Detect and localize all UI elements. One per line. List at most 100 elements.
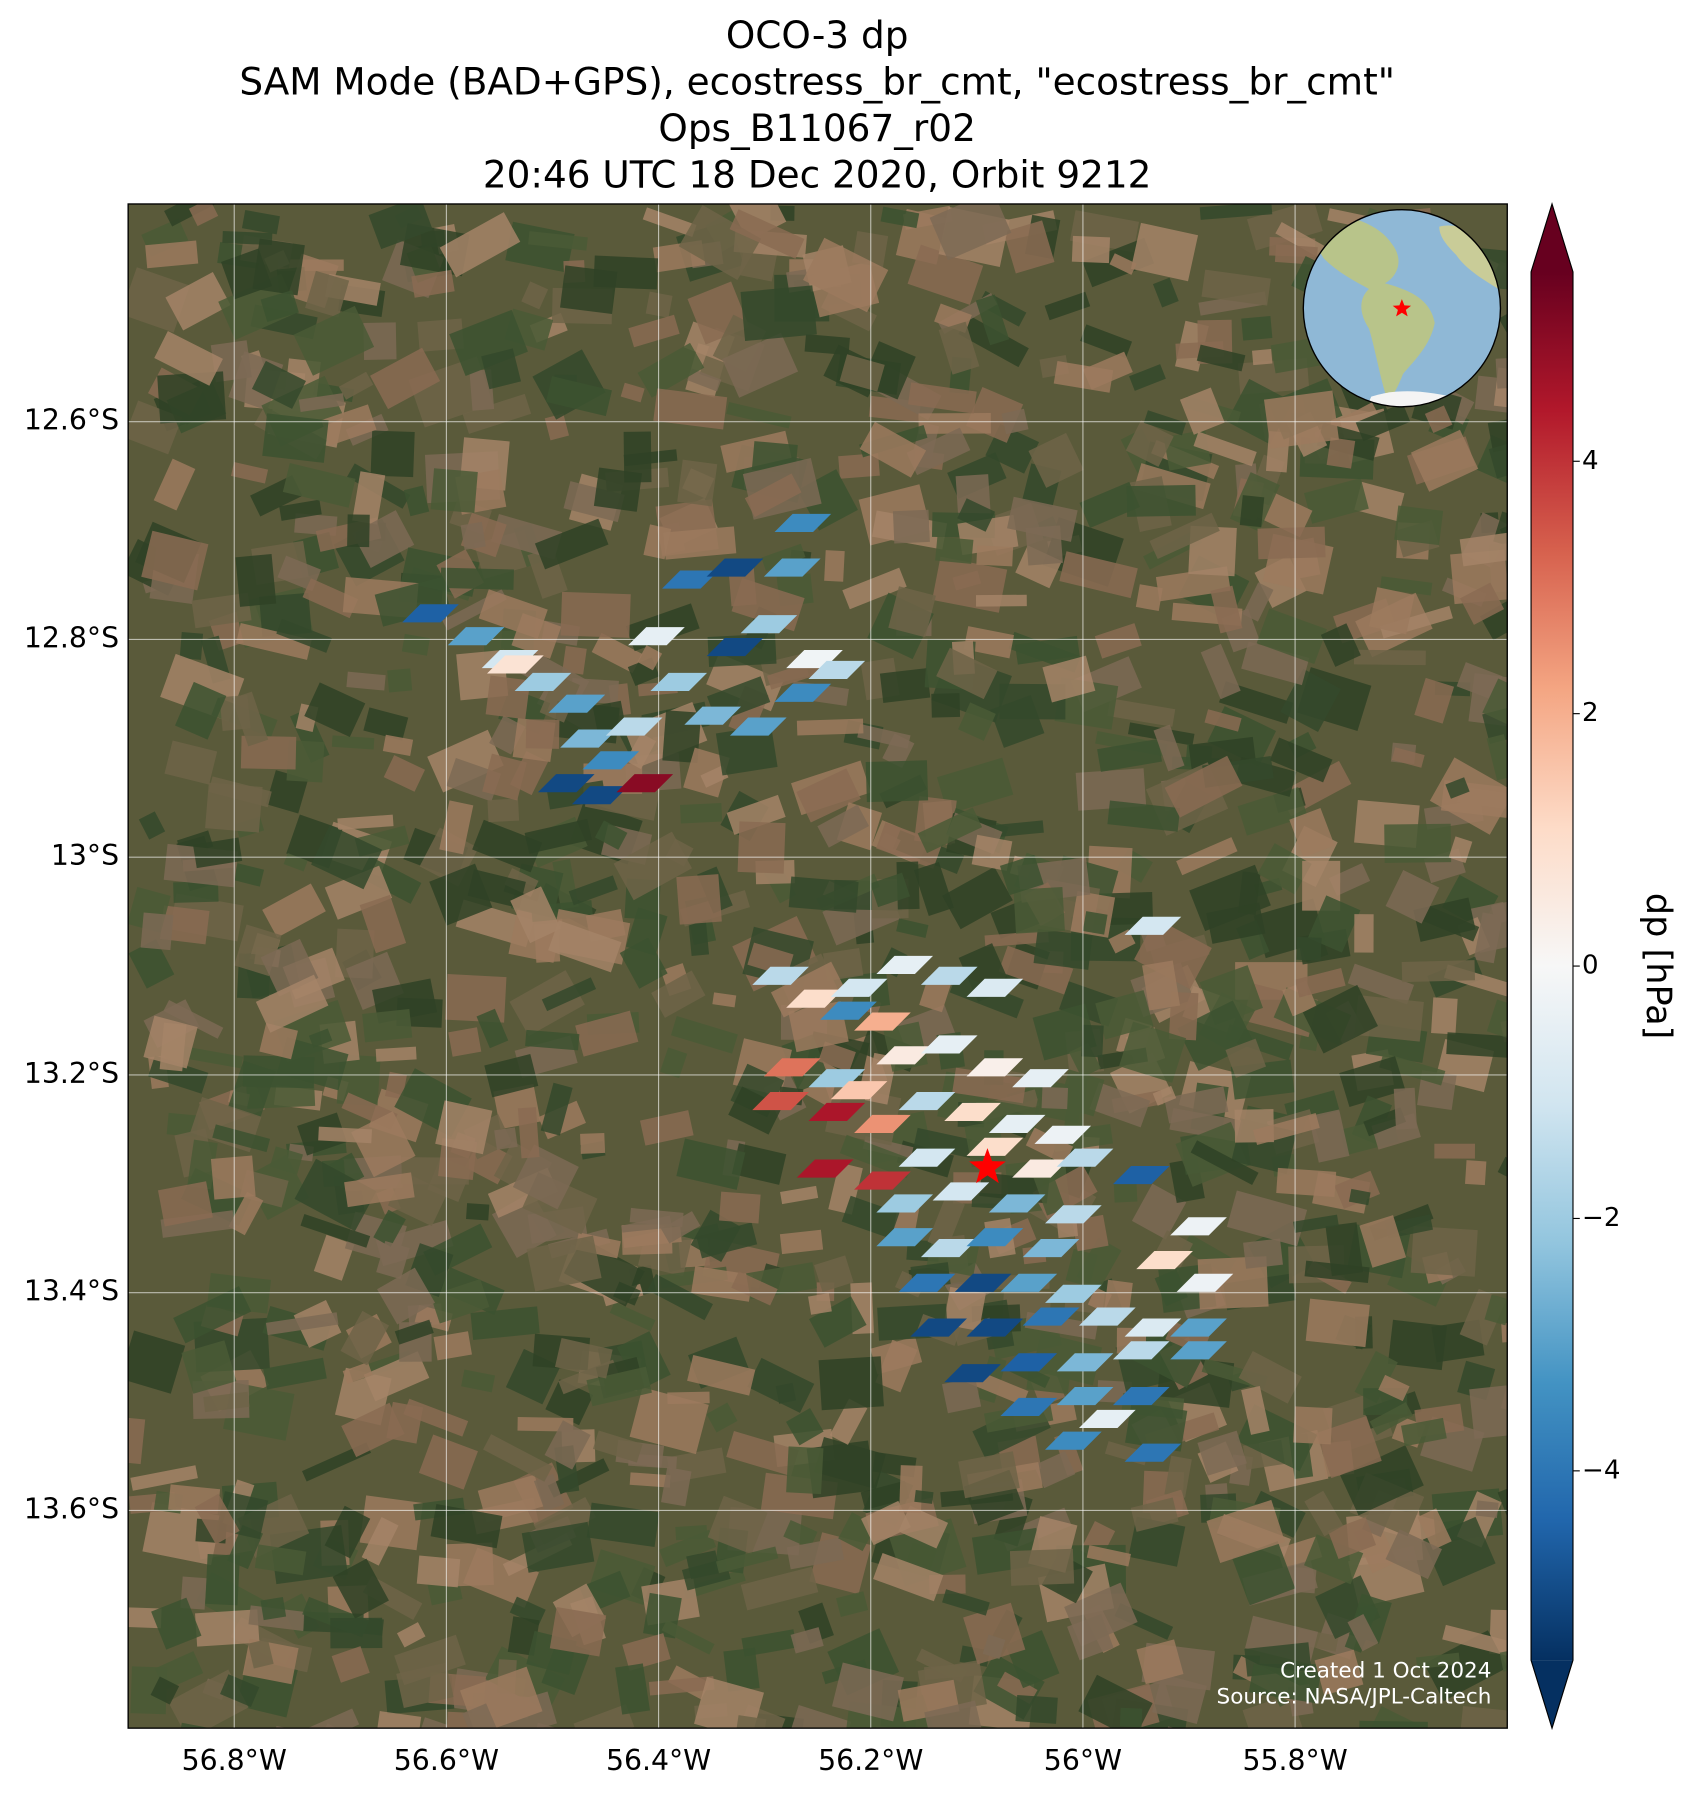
land-patch	[1256, 608, 1327, 665]
land-patch	[1277, 1536, 1323, 1570]
land-patch	[331, 735, 375, 750]
land-patch	[1325, 1222, 1363, 1277]
land-patch	[181, 1340, 237, 1394]
colorbar-tick-label: 2	[1582, 698, 1599, 728]
land-patch	[195, 1609, 260, 1647]
land-patch	[1107, 800, 1181, 832]
land-patch	[1293, 1406, 1333, 1445]
land-patch	[418, 1434, 478, 1490]
land-patch	[173, 1286, 252, 1344]
land-patch	[700, 765, 729, 788]
land-patch	[616, 1331, 671, 1391]
sounding	[1000, 1397, 1058, 1417]
x-tick-label: 56.4°W	[606, 1744, 711, 1777]
land-patch	[723, 1647, 760, 1692]
globe-outline	[1302, 208, 1502, 408]
land-patch	[1495, 356, 1508, 389]
land-patch	[1033, 928, 1093, 970]
sounding	[854, 1012, 911, 1031]
land-patch	[573, 1704, 635, 1729]
sounding	[684, 706, 742, 725]
sounding	[1124, 1318, 1182, 1337]
land-patch	[145, 240, 199, 269]
land-patch	[282, 462, 356, 508]
land-patch	[735, 1715, 767, 1729]
land-patch	[448, 1027, 482, 1057]
sounding	[898, 1273, 956, 1292]
land-patch	[173, 881, 219, 903]
land-patch	[363, 1351, 430, 1402]
y-tick-label: 13.6°S	[24, 1492, 119, 1525]
land-patch	[1176, 837, 1238, 876]
land-patch	[998, 945, 1074, 995]
sounding	[752, 1091, 809, 1111]
sounding	[774, 513, 832, 533]
land-patch	[990, 695, 1045, 748]
land-patch	[1431, 997, 1458, 1035]
land-patch	[269, 1146, 304, 1175]
land-patch	[347, 514, 370, 548]
land-patch	[346, 671, 386, 691]
land-patch	[1125, 420, 1174, 467]
land-patch	[1257, 843, 1312, 895]
land-patch	[1151, 1673, 1207, 1725]
sounding	[988, 1114, 1046, 1133]
land-patch	[151, 1597, 202, 1650]
sounding	[560, 729, 617, 748]
sounding	[966, 1058, 1024, 1077]
land-patch	[1197, 1256, 1269, 1310]
land-patch	[1201, 269, 1271, 306]
land-patch	[236, 623, 312, 660]
land-patch	[1276, 1167, 1337, 1198]
land-patch	[1410, 1225, 1478, 1277]
land-patch	[1119, 1021, 1187, 1083]
land-patch	[780, 1185, 819, 1205]
y-tick-label: 13.2°S	[24, 1057, 119, 1090]
land-patch	[163, 1000, 224, 1039]
sounding	[628, 627, 685, 646]
sounding	[1056, 1148, 1114, 1167]
land-patch	[625, 732, 657, 770]
land-patch	[1486, 734, 1508, 781]
land-patch	[1149, 512, 1220, 559]
land-patch	[128, 267, 190, 333]
land-patch	[790, 1627, 824, 1654]
y-tick-label: 13°S	[51, 839, 119, 872]
land-patch	[1446, 1032, 1508, 1059]
land-patch	[1393, 1087, 1417, 1130]
land-patch	[1369, 1402, 1413, 1435]
land-patch	[344, 1172, 415, 1208]
land-patch	[517, 1107, 540, 1159]
sounding	[1000, 1273, 1058, 1292]
land-patch	[411, 269, 455, 298]
sounding	[966, 978, 1024, 997]
land-patch	[924, 1662, 981, 1680]
land-patch	[338, 371, 374, 400]
sounding	[820, 1001, 877, 1020]
land-patch	[1391, 747, 1425, 768]
land-patch	[1196, 344, 1246, 372]
land-patch	[803, 237, 889, 313]
land-patch	[386, 1401, 424, 1444]
land-patch	[677, 459, 718, 507]
land-patch	[1232, 1541, 1296, 1606]
land-patch	[860, 1480, 910, 1510]
land-patch	[203, 1391, 250, 1413]
land-patch	[373, 1209, 406, 1247]
land-patch	[1289, 807, 1335, 858]
land-patch	[660, 1211, 701, 1244]
land-patch	[315, 1723, 378, 1729]
land-patch	[526, 1235, 602, 1292]
land-patch	[302, 1442, 372, 1482]
sounding	[537, 774, 595, 793]
land-patch	[1410, 429, 1479, 492]
sounding	[966, 1137, 1024, 1156]
land-patch	[643, 524, 672, 560]
land-patch	[786, 1446, 824, 1495]
land-patch	[1315, 1415, 1382, 1479]
land-patch	[548, 920, 622, 973]
sounding	[966, 1318, 1024, 1337]
land-patch	[1384, 823, 1452, 863]
land-patch	[1028, 432, 1084, 488]
